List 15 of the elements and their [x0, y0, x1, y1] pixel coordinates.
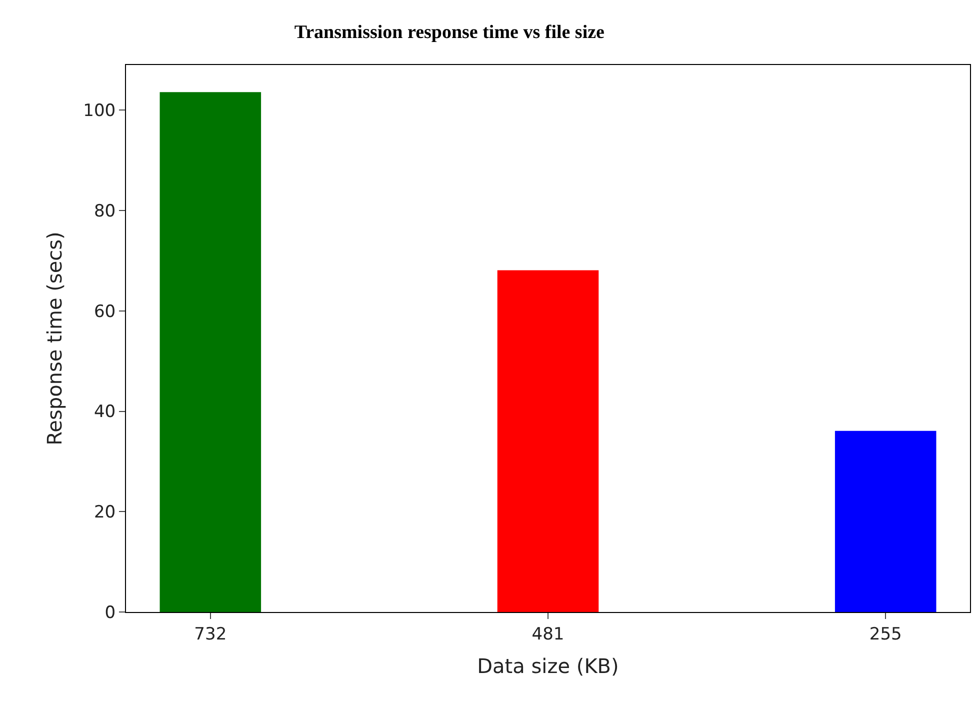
y-tick-label: 20: [94, 502, 116, 523]
y-tick-label: 0: [104, 602, 116, 623]
bar: [497, 270, 599, 612]
bar: [834, 430, 936, 612]
chart-title: Transmission response time vs file size: [294, 22, 604, 43]
y-tick-label: 100: [83, 101, 116, 122]
x-axis-title: Data size (KB): [477, 654, 619, 678]
x-tick-label: 732: [194, 624, 227, 644]
y-tick-label: 40: [94, 402, 116, 422]
y-tick-label: 80: [94, 201, 116, 222]
x-tick-label: 255: [869, 624, 902, 644]
bar: [160, 92, 262, 612]
x-tick-label: 481: [532, 624, 564, 644]
y-tick-label: 60: [94, 302, 116, 322]
y-axis-title: Response time (secs): [42, 232, 67, 446]
